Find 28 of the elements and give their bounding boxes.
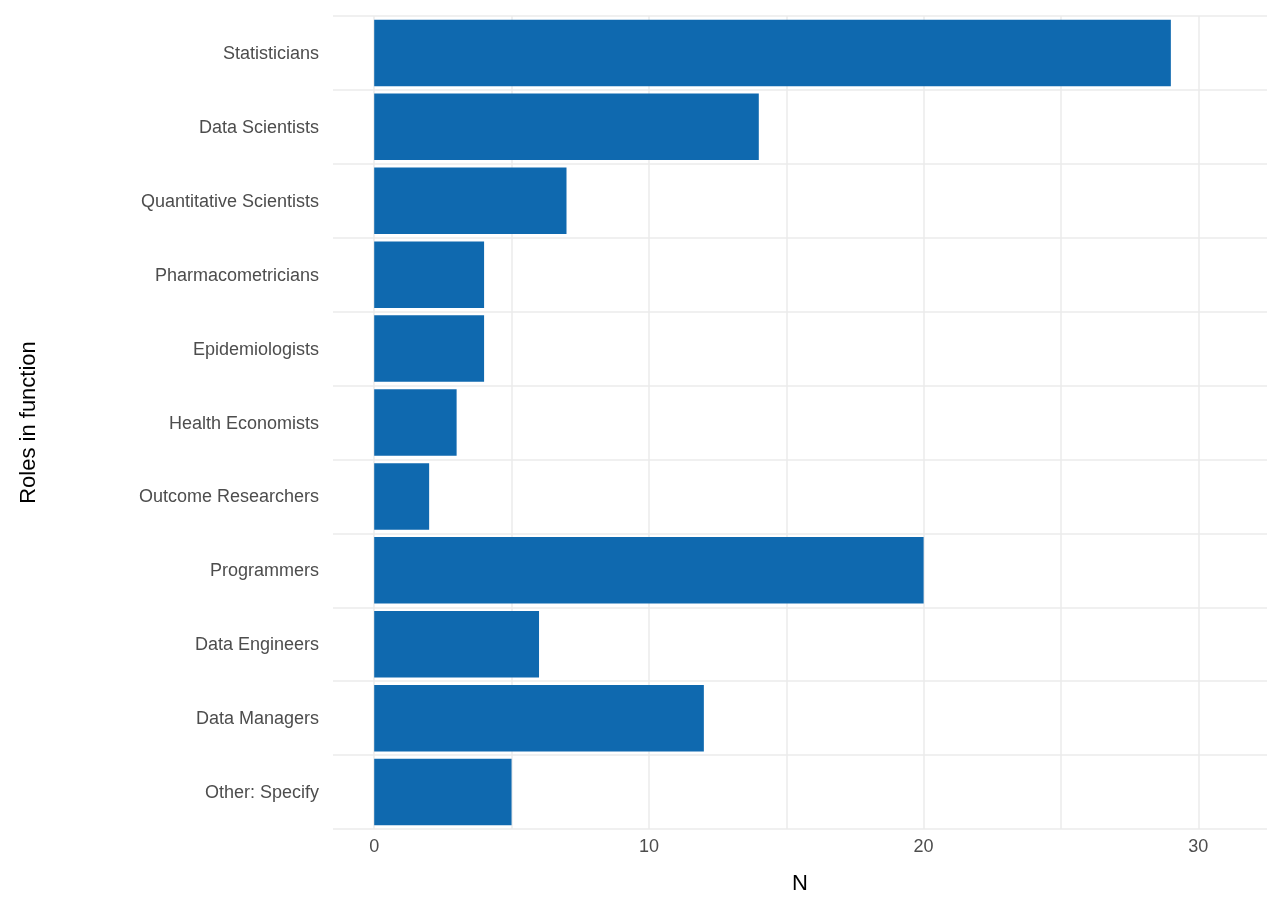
y-tick-label: Programmers	[209, 560, 319, 581]
bar	[374, 758, 512, 826]
bar	[374, 19, 1171, 87]
bar	[374, 93, 759, 161]
y-tick-label: Data Scientists	[198, 116, 319, 137]
bar	[374, 537, 924, 604]
y-tick-label: Pharmacometricians	[154, 264, 319, 285]
bar	[374, 315, 485, 382]
x-tick-label: 20	[913, 836, 934, 856]
x-axis-title: N	[792, 869, 808, 895]
x-tick-label: 0	[369, 836, 380, 856]
y-tick-label: Data Engineers	[194, 634, 319, 655]
bar	[374, 610, 540, 678]
bar	[374, 684, 704, 752]
bar	[374, 389, 457, 456]
y-tick-label: Quantitative Scientists	[140, 190, 319, 211]
y-tick-label: Epidemiologists	[192, 338, 319, 359]
y-tick-label: Other: Specify	[204, 782, 319, 803]
y-tick-label: Outcome Researchers	[138, 486, 319, 507]
y-axis-title: Roles in function	[14, 341, 40, 504]
y-tick-label: Statisticians	[222, 42, 319, 63]
bar	[374, 167, 567, 235]
y-tick-label: Data Managers	[195, 708, 319, 729]
bar	[374, 241, 485, 308]
y-tick-label: Health Economists	[168, 412, 319, 433]
bar	[374, 463, 430, 530]
x-tick-label: 10	[638, 836, 659, 856]
x-tick-label: 30	[1188, 836, 1209, 856]
